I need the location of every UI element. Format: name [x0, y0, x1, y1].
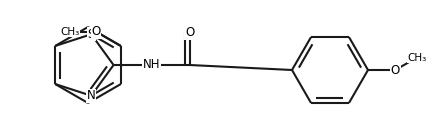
Text: S: S [87, 28, 95, 41]
Text: N: N [87, 89, 95, 102]
Text: O: O [391, 63, 400, 76]
Text: CH₃: CH₃ [60, 27, 79, 37]
Text: O: O [91, 25, 101, 38]
Text: NH: NH [143, 59, 160, 71]
Text: O: O [185, 26, 194, 39]
Text: CH₃: CH₃ [407, 53, 426, 63]
